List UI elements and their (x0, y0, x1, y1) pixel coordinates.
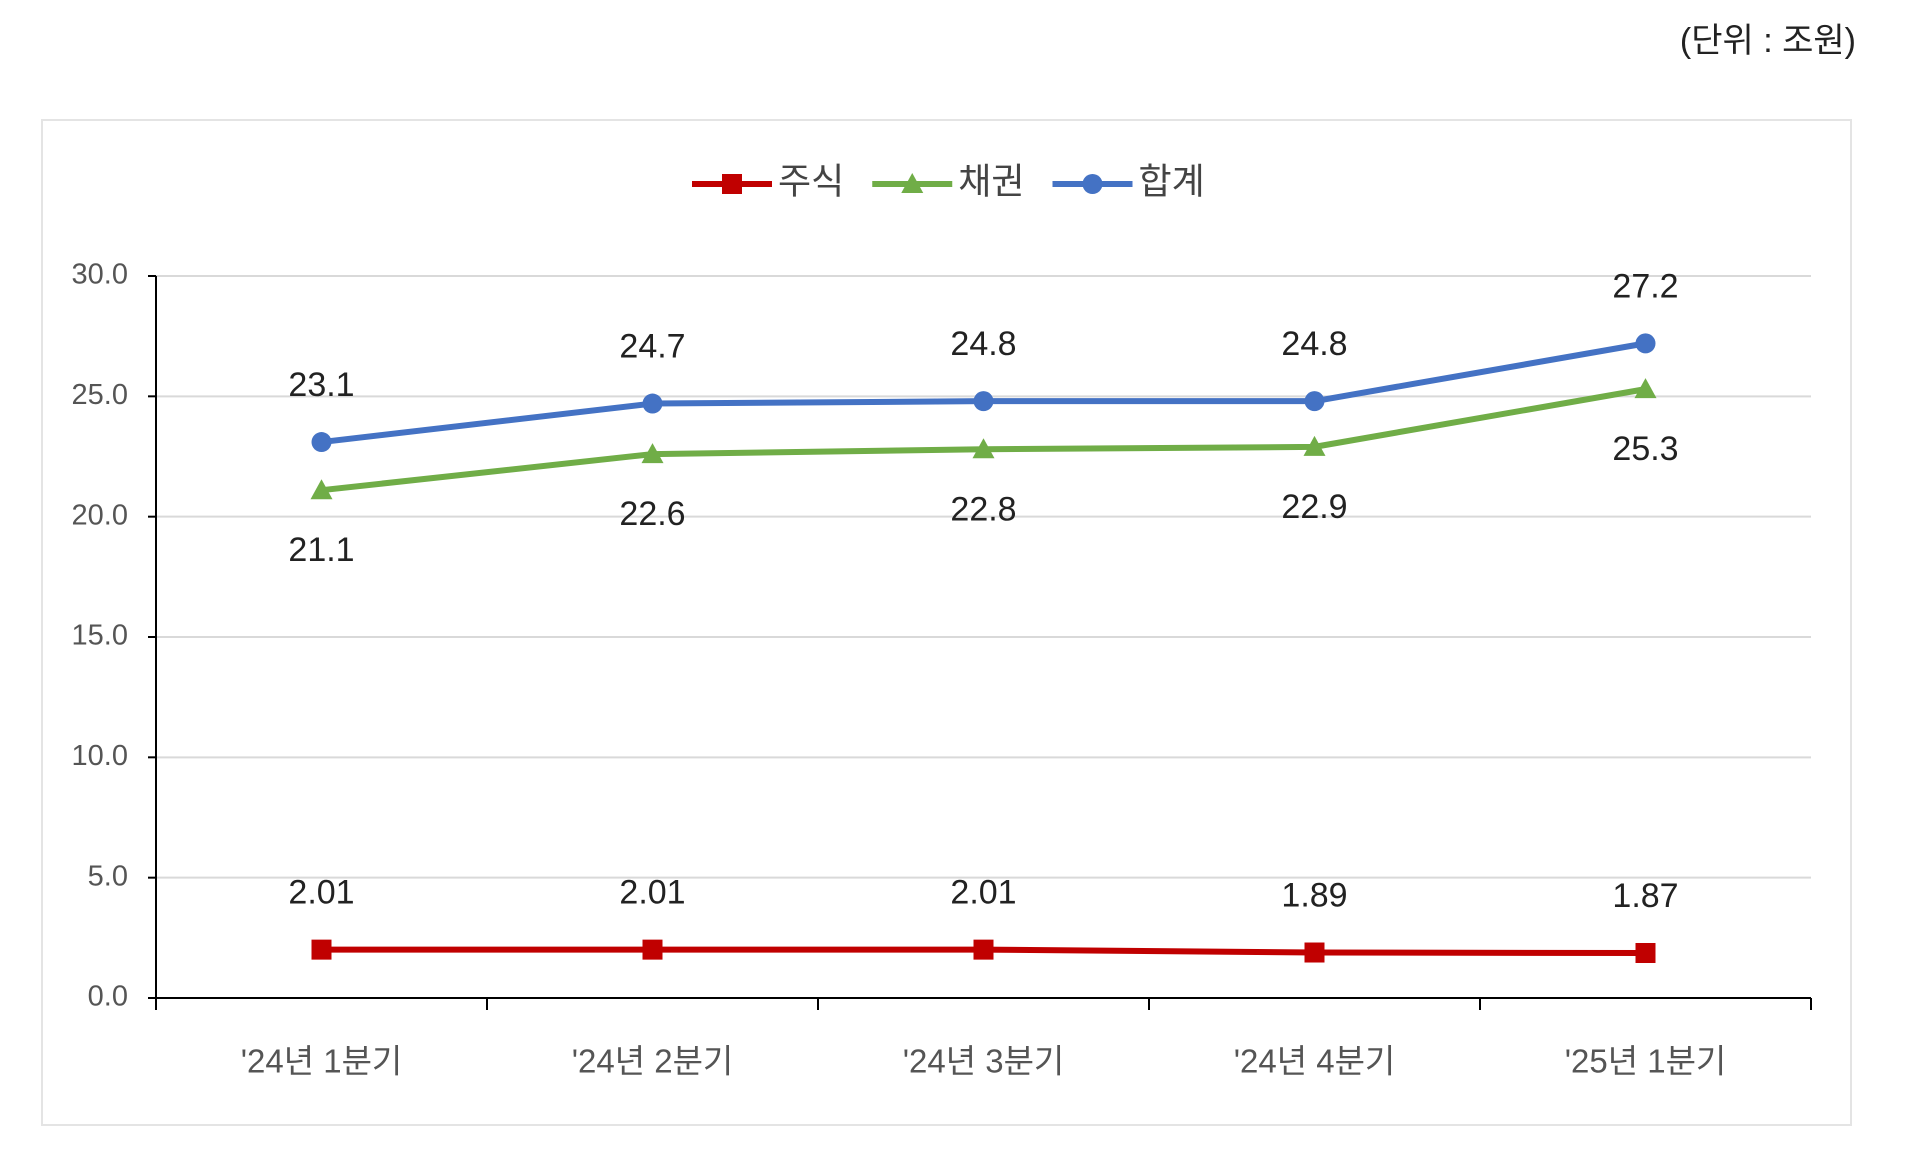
data-point (1635, 942, 1656, 963)
data-point (973, 939, 994, 960)
x-tick-label: '24년 1분기 (241, 1043, 403, 1080)
data-point (1303, 435, 1326, 456)
value-label: 24.7 (619, 328, 685, 366)
legend-marker (722, 174, 742, 194)
value-label: 25.3 (1612, 430, 1678, 468)
data-point (973, 391, 994, 412)
data-point (1634, 378, 1657, 399)
data-point (972, 438, 995, 459)
data-point (311, 432, 332, 453)
data-point (310, 479, 333, 500)
x-tick-label: '24년 3분기 (903, 1043, 1065, 1080)
value-label: 22.9 (1281, 488, 1347, 526)
data-point (642, 393, 663, 414)
value-label: 2.01 (619, 874, 685, 912)
legend-marker (1082, 174, 1103, 194)
data-point (642, 939, 663, 960)
x-tick-label: '24년 4분기 (1234, 1043, 1396, 1080)
legend-marker (901, 173, 924, 193)
legend-label: 합계 (1139, 161, 1205, 202)
value-label: 1.89 (1281, 876, 1347, 914)
x-tick-label: '24년 2분기 (572, 1043, 734, 1080)
value-label: 24.8 (950, 325, 1016, 363)
y-tick-label: 25.0 (72, 379, 128, 411)
y-tick-label: 30.0 (72, 259, 128, 291)
legend-label: 주식 (778, 161, 844, 202)
chart-frame (41, 119, 1852, 1126)
unit-note: (단위 : 조원) (1680, 22, 1856, 60)
value-label: 27.2 (1612, 267, 1678, 305)
data-point (1304, 391, 1325, 412)
data-point (641, 443, 664, 464)
value-label: 1.87 (1612, 877, 1678, 915)
value-label: 22.8 (950, 490, 1016, 528)
data-point (1304, 942, 1325, 963)
y-tick-label: 10.0 (72, 740, 128, 772)
value-label: 2.01 (950, 874, 1016, 912)
legend-label: 채권 (958, 161, 1024, 202)
data-point (311, 939, 332, 960)
y-tick-label: 0.0 (88, 981, 128, 1013)
y-tick-label: 5.0 (88, 860, 128, 892)
data-point (1635, 333, 1656, 354)
x-tick-label: '25년 1분기 (1565, 1043, 1727, 1080)
value-label: 24.8 (1281, 325, 1347, 363)
value-label: 2.01 (288, 874, 354, 912)
value-label: 22.6 (619, 495, 685, 533)
value-label: 21.1 (288, 531, 354, 569)
y-tick-label: 20.0 (72, 499, 128, 531)
y-tick-label: 15.0 (72, 620, 128, 652)
value-label: 23.1 (288, 366, 354, 404)
